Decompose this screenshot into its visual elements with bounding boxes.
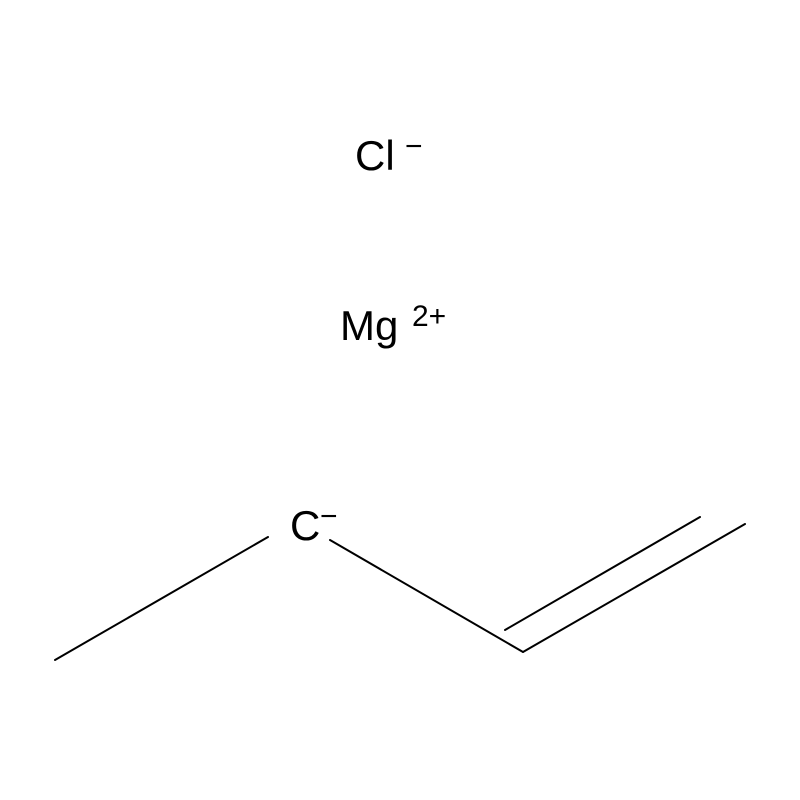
molecule-diagram: Cl − Mg 2+ C − [0, 0, 800, 800]
magnesium-symbol: Mg [340, 302, 398, 349]
bond-double-a [523, 524, 745, 652]
chloride-label: Cl − [355, 130, 423, 179]
carbanion-charge: − [320, 500, 338, 533]
carbanion-symbol: C [290, 502, 320, 549]
chloride-symbol: Cl [355, 132, 395, 179]
bond-ch3-c [55, 537, 268, 660]
magnesium-charge: 2+ [412, 300, 446, 333]
bond-c-ch [330, 540, 523, 652]
magnesium-label: Mg 2+ [340, 300, 446, 349]
carbanion-label: C − [290, 500, 338, 549]
chloride-charge: − [405, 130, 423, 163]
bond-double-b [505, 517, 700, 630]
